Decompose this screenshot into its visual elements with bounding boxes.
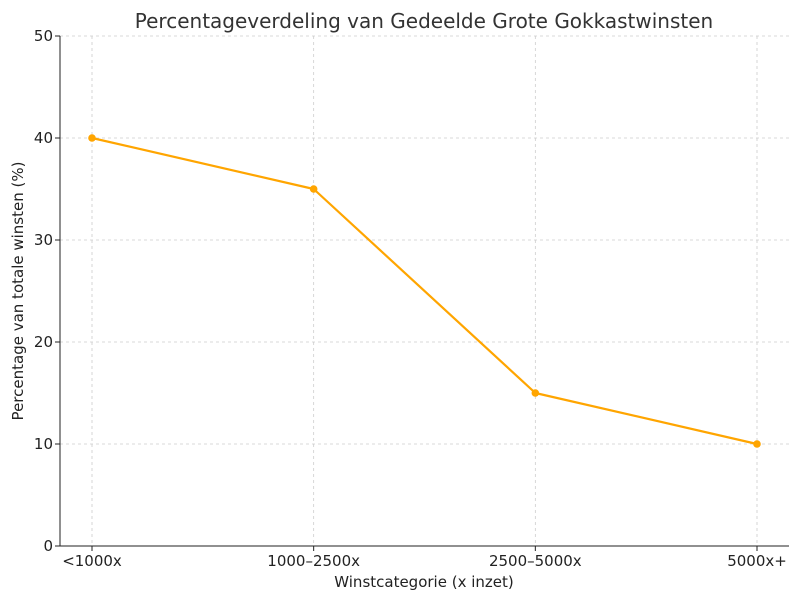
x-tick-label: 1000–2500x: [267, 552, 360, 570]
y-tick-label: 20: [34, 333, 53, 351]
x-axis-label: Winstcategorie (x inzet): [334, 573, 513, 591]
y-tick-label: 50: [34, 27, 53, 45]
chart-title: Percentageverdeling van Gedeelde Grote G…: [135, 9, 713, 33]
axes: 0 10 20 30 40 50 <1000x 1000–2500x 2500–5000x 500…: [34, 27, 789, 570]
x-tick-label: <1000x: [62, 552, 122, 570]
y-tick-label: 40: [34, 129, 53, 147]
data-point-marker: [309, 185, 318, 193]
x-tick-label: 5000x+: [727, 552, 787, 570]
y-axis-label: Percentage van totale winsten (%): [9, 162, 27, 421]
data-point-marker: [753, 440, 761, 448]
grid: [60, 35, 789, 546]
x-tick-label: 2500–5000x: [489, 552, 582, 570]
series-line: [91, 136, 758, 446]
y-tick-label: 10: [34, 435, 53, 453]
y-tick-label: 30: [34, 231, 53, 249]
data-point-marker: [531, 389, 540, 397]
series-layer: [88, 134, 761, 448]
data-point-marker: [88, 134, 96, 142]
y-tick-label: 0: [43, 537, 53, 555]
